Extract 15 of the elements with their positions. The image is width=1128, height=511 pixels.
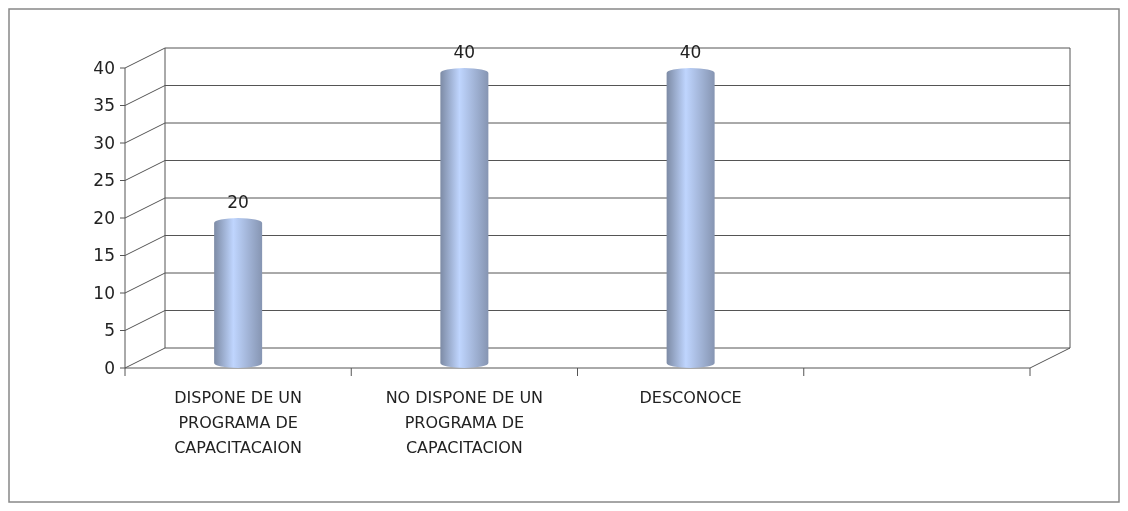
- y-tick-label: 10: [93, 282, 115, 303]
- y-tick-label: 30: [93, 132, 115, 153]
- y-tick-label: 0: [104, 357, 115, 378]
- x-tick-label: NO DISPONE DE UN PROGRAMA DE CAPACITACION: [385, 388, 544, 457]
- y-tick-label: 25: [93, 170, 115, 191]
- data-label: 40: [453, 42, 476, 62]
- data-label: 20: [227, 192, 249, 212]
- y-tick-label: 40: [93, 57, 115, 78]
- data-label: 40: [679, 42, 702, 62]
- y-tick-label: 5: [104, 320, 115, 341]
- y-tick-label: 15: [93, 245, 115, 266]
- x-tick-label: DESCONOCE: [639, 388, 742, 407]
- y-tick-label: 35: [93, 95, 115, 116]
- x-tick-label: DISPONE DE UN PROGRAMA DE CAPACITACAION: [174, 388, 303, 457]
- y-tick-label: 20: [93, 207, 115, 228]
